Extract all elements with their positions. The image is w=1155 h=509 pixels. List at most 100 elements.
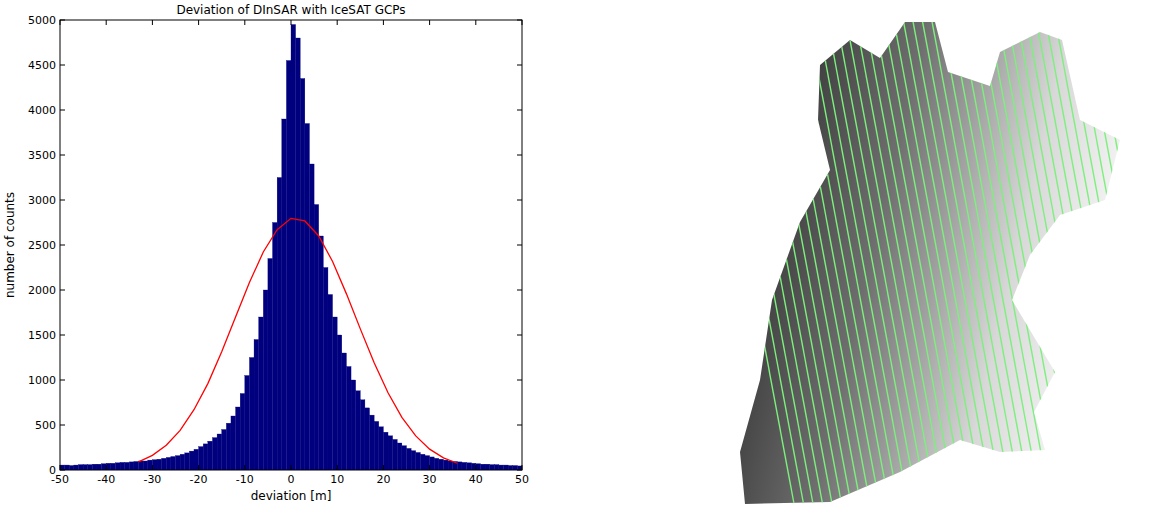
x-tick (291, 20, 292, 25)
histogram-bar (471, 463, 476, 470)
histogram-bar (305, 124, 310, 471)
track-line (1099, 0, 1155, 509)
x-tick (60, 20, 61, 25)
ground-tracks (700, 0, 1155, 509)
x-tick (198, 20, 199, 25)
histogram-bar (480, 464, 485, 470)
x-tick (152, 465, 153, 470)
histogram-bar (434, 458, 439, 470)
histogram-bar (208, 441, 213, 470)
histogram-bar (102, 464, 107, 470)
fit-curve (139, 218, 458, 463)
plot-area (60, 25, 522, 471)
histogram-bar (448, 461, 453, 470)
histogram-bar (351, 380, 356, 470)
y-tick (517, 155, 522, 156)
x-tick (106, 20, 107, 25)
y-tick-label: 3500 (28, 149, 56, 162)
histogram-bar (296, 38, 301, 470)
histogram-bar (467, 463, 472, 470)
histogram-bar (222, 430, 227, 471)
y-tick-label: 2000 (28, 284, 56, 297)
histogram-bar (176, 456, 181, 470)
y-tick (60, 470, 65, 471)
y-tick-label: 1000 (28, 374, 56, 387)
histogram-bar (263, 290, 268, 470)
y-tick (517, 200, 522, 201)
histogram-bar (513, 466, 518, 471)
y-tick (517, 425, 522, 426)
histogram-bar (277, 178, 282, 471)
histogram-bar (517, 466, 522, 470)
track-line (1004, 0, 1099, 509)
histogram-bar (356, 391, 361, 470)
y-tick (60, 245, 65, 246)
x-tick (291, 465, 292, 470)
track-line (729, 0, 824, 509)
histogram-bar (485, 464, 490, 470)
histogram-bar (162, 458, 167, 470)
x-tick-label: -20 (190, 473, 208, 486)
track-line (1042, 0, 1137, 509)
x-tick-label: -40 (97, 473, 115, 486)
track-line (881, 0, 976, 509)
histogram-bar (111, 463, 116, 470)
elevation-map (700, 0, 1155, 509)
y-tick (517, 335, 522, 336)
x-tick (244, 465, 245, 470)
histogram-bar (152, 460, 157, 470)
y-tick (60, 65, 65, 66)
y-tick-label: 500 (35, 419, 56, 432)
x-tick (337, 20, 338, 25)
histogram-bar (439, 459, 444, 470)
histogram-bar (323, 268, 328, 471)
histogram-bar (402, 446, 407, 470)
x-tick-label: -10 (236, 473, 254, 486)
track-line (738, 0, 833, 509)
histogram-bar (430, 457, 435, 470)
y-tick (60, 110, 65, 111)
histogram-bar (291, 25, 296, 471)
histogram-bar (494, 465, 499, 470)
track-line (995, 0, 1090, 509)
histogram-bar (199, 447, 204, 470)
histogram-bar (328, 295, 333, 471)
histogram-bar (508, 466, 513, 471)
histogram-bar (115, 463, 120, 470)
y-tick (60, 200, 65, 201)
histogram-bar (286, 61, 291, 471)
y-tick (517, 380, 522, 381)
x-tick-label: -30 (143, 473, 161, 486)
track-line (1118, 0, 1155, 509)
y-axis-title: number of counts (3, 192, 17, 298)
histogram-bar (443, 460, 448, 470)
y-tick (517, 290, 522, 291)
y-tick (517, 20, 522, 21)
histogram-bar (203, 444, 208, 470)
histogram-bar (309, 164, 314, 470)
x-tick-label: 30 (423, 473, 437, 486)
x-tick (383, 20, 384, 25)
track-line (1052, 0, 1147, 509)
y-tick-label: 3000 (28, 194, 56, 207)
track-line (1090, 0, 1155, 509)
y-tick (517, 470, 522, 471)
histogram-bar (97, 464, 102, 470)
x-tick-label: 40 (469, 473, 483, 486)
histogram-bar (92, 464, 97, 470)
histogram-bar (185, 453, 190, 470)
x-tick (475, 20, 476, 25)
histogram-bar (148, 460, 153, 470)
histogram-bar (143, 461, 148, 470)
x-tick (152, 20, 153, 25)
y-tick (60, 335, 65, 336)
histogram-bar (397, 443, 402, 470)
track-line (1109, 0, 1155, 509)
y-tick (517, 245, 522, 246)
y-tick-label: 0 (49, 464, 56, 477)
histogram-bar (83, 465, 88, 470)
histogram-bar (249, 358, 254, 471)
x-tick (106, 465, 107, 470)
histogram-bar (282, 119, 287, 470)
histogram-bar (69, 466, 74, 471)
